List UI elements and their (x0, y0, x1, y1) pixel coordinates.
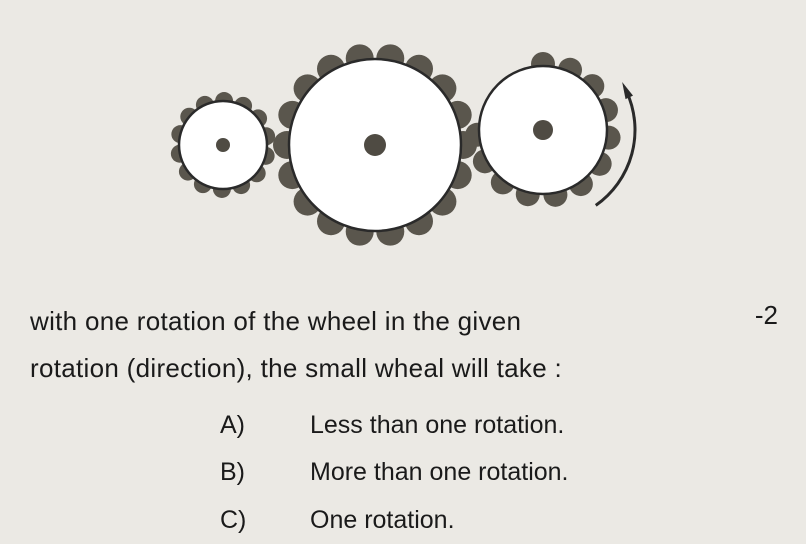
diagram-container (30, 10, 776, 280)
options-list: A)Less than one rotation.B)More than one… (30, 402, 776, 544)
option-label: B) (220, 449, 310, 497)
question-text-block: with one rotation of the wheel in the gi… (30, 298, 670, 392)
option-label: C) (220, 497, 310, 544)
question-line-1: with one rotation of the wheel in the gi… (30, 298, 670, 345)
option-text: Less than one rotation. (310, 402, 776, 450)
gear-medium (465, 52, 620, 207)
exam-question-page: with one rotation of the wheel in the gi… (0, 0, 806, 511)
option-row[interactable]: B)More than one rotation. (220, 449, 776, 497)
marks-label: -2 (755, 300, 778, 331)
question-line-2: rotation (direction), the small wheal wi… (30, 345, 670, 392)
rotation-arrowhead-icon (622, 82, 633, 99)
gear-large (273, 44, 477, 245)
option-text: One rotation. (310, 497, 776, 544)
option-row[interactable]: A)Less than one rotation. (220, 402, 776, 450)
gear-diagram (143, 10, 663, 280)
option-row[interactable]: C)One rotation. (220, 497, 776, 544)
option-label: A) (220, 402, 310, 450)
option-text: More than one rotation. (310, 449, 776, 497)
gear-small (171, 92, 275, 198)
